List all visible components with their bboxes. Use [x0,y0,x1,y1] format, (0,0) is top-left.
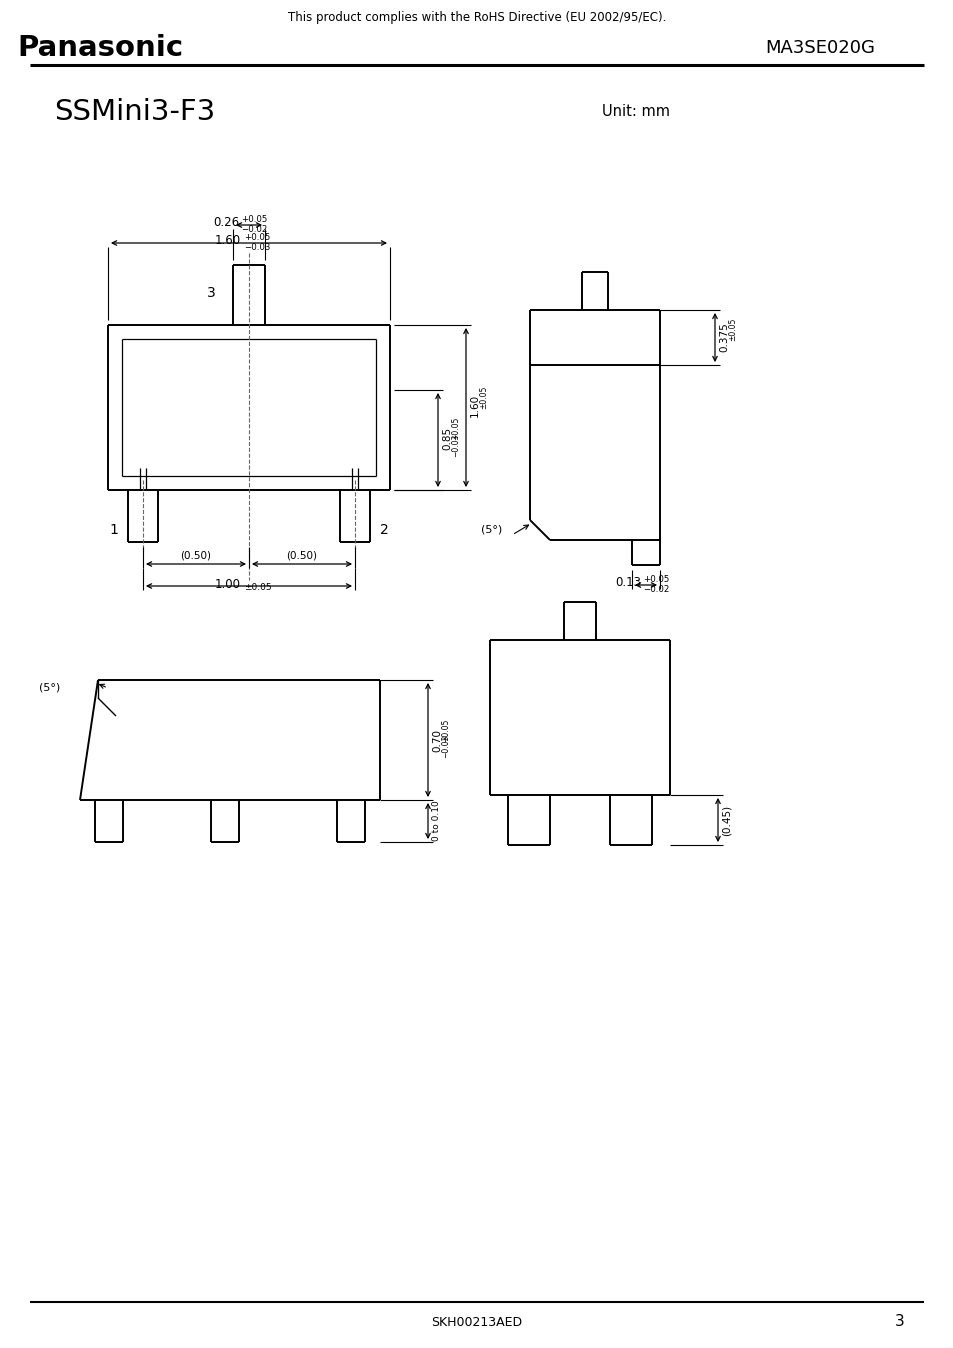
Text: Unit: mm: Unit: mm [601,105,669,120]
Text: 3: 3 [207,286,215,301]
Text: 0.375: 0.375 [719,322,728,352]
Text: −0.03: −0.03 [244,243,270,252]
Text: −0.03: −0.03 [451,433,459,457]
Text: (0.50): (0.50) [286,550,317,559]
Text: 0.13: 0.13 [615,577,640,589]
Text: +0.05: +0.05 [440,718,450,741]
Text: 1.60: 1.60 [214,235,241,248]
Text: −0.02: −0.02 [241,225,267,233]
Text: 2: 2 [379,523,388,537]
Text: +0.05: +0.05 [244,232,270,241]
Text: 0.26: 0.26 [213,217,239,229]
Text: +0.05: +0.05 [642,574,669,584]
Text: (5°): (5°) [39,683,60,693]
Text: SSMini3-F3: SSMini3-F3 [54,98,215,125]
Text: ±0.05: ±0.05 [478,386,488,408]
Text: −0.03: −0.03 [440,735,450,758]
Text: MA3SE020G: MA3SE020G [764,39,874,57]
Text: ±0.05: ±0.05 [244,584,272,593]
Text: Panasonic: Panasonic [17,34,183,62]
Text: SKH00213AED: SKH00213AED [431,1316,522,1329]
Text: 1.60: 1.60 [470,394,479,417]
Text: 1.00: 1.00 [214,577,241,590]
Text: ±0.05: ±0.05 [727,317,737,341]
Text: −0.02: −0.02 [642,585,669,593]
Text: 0.85: 0.85 [441,426,452,450]
Text: 0.70: 0.70 [432,728,441,751]
Text: 1: 1 [110,523,118,537]
Text: (5°): (5°) [481,524,502,535]
Text: 3: 3 [894,1314,904,1329]
Text: (0.45): (0.45) [721,805,731,836]
Text: 0 to 0.10: 0 to 0.10 [432,801,440,841]
Text: +0.05: +0.05 [241,214,267,224]
Text: +0.05: +0.05 [451,417,459,439]
Text: (0.50): (0.50) [180,550,212,559]
Text: This product complies with the RoHS Directive (EU 2002/95/EC).: This product complies with the RoHS Dire… [288,12,665,24]
